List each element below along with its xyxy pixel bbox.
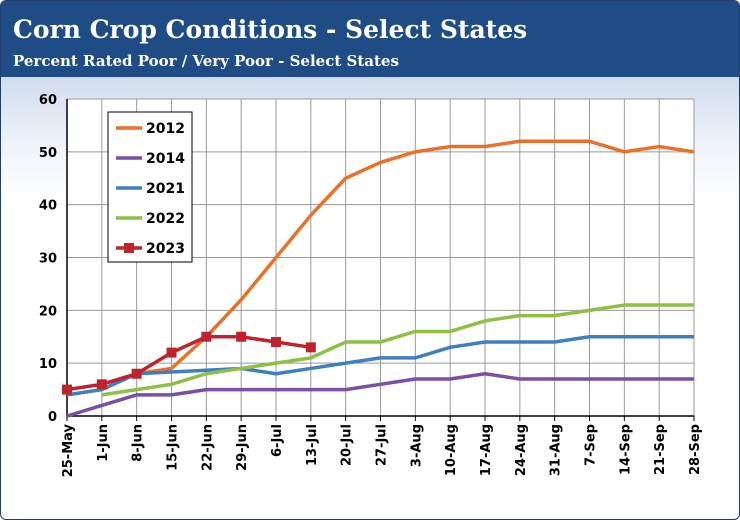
- data-point-2023: [271, 337, 281, 348]
- y-tick-label: 60: [39, 93, 57, 108]
- series-line-2021: [66, 335, 694, 397]
- x-tick-label: 25-May: [61, 423, 76, 477]
- y-tick-label: 10: [39, 357, 57, 372]
- series-line-2012: [101, 139, 695, 392]
- series-line-2022: [101, 303, 694, 397]
- x-tick-label: 13-Jul: [305, 424, 320, 466]
- data-point-2023: [166, 347, 177, 358]
- x-tick-label: 21-Sep: [653, 424, 668, 475]
- data-point-2023: [236, 331, 247, 342]
- x-tick-label: 24-Aug: [514, 424, 529, 476]
- x-tick-label: 1-Jun: [96, 424, 111, 462]
- x-tick-label: 22-Jun: [200, 424, 215, 471]
- legend-label-2021: 2021: [146, 181, 185, 197]
- y-tick-label: 20: [39, 304, 57, 319]
- legend-marker-2023: [124, 243, 134, 253]
- x-tick-label: 15-Jun: [166, 424, 181, 471]
- legend: 2012 2014 2021 2022 2023: [107, 111, 193, 263]
- data-point-2023: [201, 331, 212, 342]
- x-tick-label: 29-Jun: [235, 424, 250, 471]
- x-tick-label: 27-Jul: [375, 424, 390, 466]
- x-tick-label: 3-Aug: [409, 424, 424, 467]
- series-line-2014: [66, 371, 694, 418]
- x-tick-label: 20-Jul: [340, 424, 355, 466]
- chart-header: Corn Crop Conditions - Select States Per…: [1, 1, 739, 77]
- x-tick-label: 28-Sep: [688, 424, 703, 475]
- y-tick-label: 0: [48, 410, 57, 425]
- data-point-2023: [96, 379, 107, 390]
- chart-subtitle: Percent Rated Poor / Very Poor - Select …: [13, 52, 399, 70]
- axes: 0 10 20 30 40 50 60 25-May 1-Jun 8-Jun 15-Jun 22-Ju…: [39, 93, 703, 477]
- x-tick-label: 17-Aug: [479, 424, 494, 476]
- x-tick-label: 6-Jul: [270, 424, 285, 457]
- legend-label-2014: 2014: [146, 151, 185, 167]
- series-lines: [62, 139, 695, 418]
- legend-label-2022: 2022: [146, 211, 185, 227]
- data-point-2023: [131, 368, 142, 379]
- legend-label-2023: 2023: [146, 241, 185, 257]
- x-tick-label: 31-Aug: [549, 424, 564, 476]
- series-line-2023: [66, 335, 312, 392]
- x-tick-label: 14-Sep: [618, 424, 633, 475]
- x-tick-label: 8-Jun: [131, 424, 146, 462]
- x-tick-label: 7-Sep: [584, 424, 599, 466]
- x-tick-label: 10-Aug: [444, 424, 459, 476]
- legend-label-2012: 2012: [146, 121, 185, 137]
- chart-title: Corn Crop Conditions - Select States: [13, 15, 528, 44]
- y-tick-label: 40: [39, 199, 57, 214]
- y-tick-label: 30: [39, 252, 57, 267]
- data-point-2023: [305, 342, 316, 353]
- data-point-2023: [62, 384, 72, 395]
- y-tick-label: 50: [39, 146, 57, 161]
